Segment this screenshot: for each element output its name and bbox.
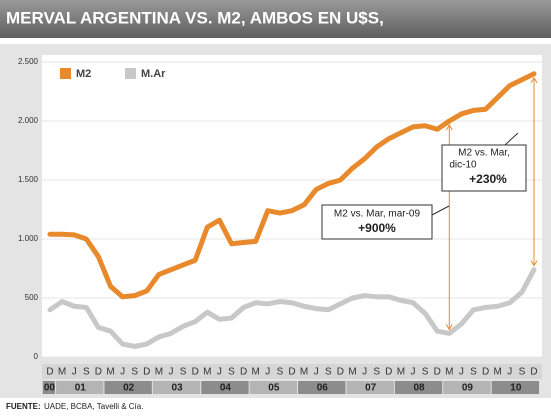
x-tick-label: D bbox=[337, 367, 344, 378]
x-tick-label: M bbox=[397, 367, 405, 378]
x-tick-label: S bbox=[180, 367, 187, 378]
year-cell bbox=[42, 381, 56, 394]
x-tick-label: J bbox=[120, 367, 125, 378]
x-tick-label: S bbox=[325, 367, 332, 378]
x-tick-label: S bbox=[470, 367, 477, 378]
year-label: 02 bbox=[123, 383, 135, 394]
y-tick-label: 2.000 bbox=[18, 116, 39, 125]
annotation: dic-10 bbox=[449, 160, 477, 171]
year-label: 03 bbox=[171, 383, 183, 394]
legend-label: M.Ar bbox=[141, 68, 166, 80]
x-tick-label: D bbox=[482, 367, 489, 378]
callout bbox=[431, 205, 450, 216]
year-cell bbox=[104, 381, 152, 394]
source-label: FUENTE: bbox=[6, 402, 41, 411]
x-tick-label: J bbox=[362, 367, 367, 378]
annotation: +230% bbox=[469, 172, 507, 186]
year-label: 07 bbox=[365, 383, 377, 394]
x-tick-label: J bbox=[459, 367, 464, 378]
x-tick-label: S bbox=[373, 367, 380, 378]
x-tick-label: S bbox=[228, 367, 235, 378]
chart-title: MERVAL ARGENTINA VS. M2, AMBOS EN U$S, bbox=[6, 8, 384, 27]
year-cell bbox=[394, 381, 443, 394]
x-tick-label: J bbox=[507, 367, 512, 378]
x-tick-label: D bbox=[192, 367, 199, 378]
legend-swatch bbox=[60, 68, 71, 79]
annotation: M2 vs. Mar, bbox=[458, 148, 510, 159]
year-label: 01 bbox=[75, 383, 87, 394]
x-tick-label: M bbox=[155, 367, 163, 378]
annotation-box bbox=[441, 144, 527, 192]
header bbox=[0, 0, 551, 38]
y-tick-label: 500 bbox=[25, 293, 39, 302]
x-tick-label: D bbox=[143, 367, 150, 378]
year-label: 00 bbox=[44, 383, 56, 394]
x-tick-label: D bbox=[288, 367, 295, 378]
x-tick-label: M bbox=[300, 367, 308, 378]
legend-label: M2 bbox=[76, 68, 91, 80]
x-tick-label: S bbox=[277, 367, 284, 378]
year-label: 05 bbox=[268, 383, 280, 394]
x-tick-label: J bbox=[217, 367, 222, 378]
arrow-head bbox=[445, 324, 453, 331]
year-label: 09 bbox=[462, 383, 474, 394]
legend-swatch bbox=[125, 68, 136, 79]
x-tick-label: S bbox=[422, 367, 429, 378]
plot-area bbox=[42, 55, 542, 357]
year-label: 10 bbox=[510, 383, 522, 394]
y-tick-label: 0 bbox=[34, 352, 39, 361]
arrow-head bbox=[445, 124, 453, 131]
y-tick-label: 1.000 bbox=[18, 234, 39, 243]
year-cell bbox=[443, 381, 491, 394]
x-tick-label: D bbox=[95, 367, 102, 378]
annotation-box bbox=[321, 204, 433, 240]
x-tick-label: J bbox=[411, 367, 416, 378]
x-tick-label: D bbox=[385, 367, 392, 378]
x-tick-label: S bbox=[83, 367, 90, 378]
year-cell bbox=[249, 381, 298, 394]
year-cell bbox=[201, 381, 249, 394]
year-cell bbox=[152, 381, 201, 394]
year-cell bbox=[298, 381, 346, 394]
arrow-head bbox=[530, 260, 538, 267]
x-tick-label: D bbox=[434, 367, 441, 378]
x-tick-label: D bbox=[240, 367, 247, 378]
y-tick-label: 1.500 bbox=[18, 175, 39, 184]
series-line bbox=[47, 267, 537, 349]
year-cell bbox=[491, 381, 540, 394]
x-tick-label: J bbox=[169, 367, 174, 378]
year-cell bbox=[56, 381, 104, 394]
x-tick-label: M bbox=[494, 367, 502, 378]
y-tick-label: 2.500 bbox=[18, 57, 39, 66]
x-tick-label: M bbox=[203, 367, 211, 378]
x-tick-label: M bbox=[106, 367, 114, 378]
callout bbox=[504, 132, 519, 146]
x-tick-label: J bbox=[265, 367, 270, 378]
x-tick-label: M bbox=[445, 367, 453, 378]
source: UADE, BCBA, Tavelli & Cía. bbox=[44, 402, 143, 411]
year-label: 06 bbox=[317, 383, 329, 394]
annotation: +900% bbox=[358, 221, 396, 235]
year-label: 08 bbox=[413, 383, 425, 394]
series-line bbox=[47, 71, 537, 300]
x-tick-label: M bbox=[58, 367, 66, 378]
annotation: M2 vs. Mar, mar-09 bbox=[334, 209, 421, 220]
month-band bbox=[42, 364, 542, 379]
x-tick-label: J bbox=[72, 367, 77, 378]
year-cell bbox=[346, 381, 394, 394]
x-tick-label: D bbox=[46, 367, 53, 378]
x-tick-label: J bbox=[314, 367, 319, 378]
year-label: 04 bbox=[220, 383, 232, 394]
x-tick-label: M bbox=[348, 367, 356, 378]
x-tick-label: M bbox=[252, 367, 260, 378]
x-tick-label: S bbox=[131, 367, 138, 378]
x-tick-label: S bbox=[519, 367, 526, 378]
x-tick-label: D bbox=[530, 367, 537, 378]
arrow-head bbox=[530, 76, 538, 84]
